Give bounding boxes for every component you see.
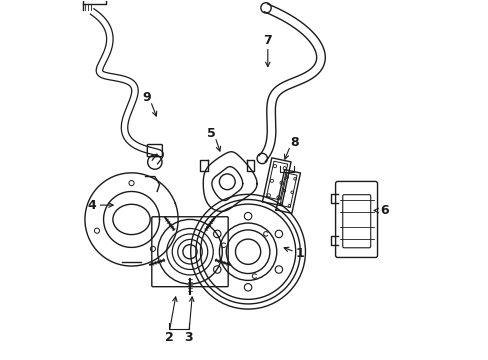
Text: 9: 9 [142,91,151,104]
Text: 6: 6 [379,204,388,217]
Text: 4: 4 [87,199,96,212]
Text: 3: 3 [184,331,193,344]
Text: 1: 1 [295,247,304,260]
Text: 5: 5 [207,127,215,140]
Text: 7: 7 [263,34,272,48]
Text: 8: 8 [290,136,298,149]
Text: 2: 2 [164,331,173,344]
